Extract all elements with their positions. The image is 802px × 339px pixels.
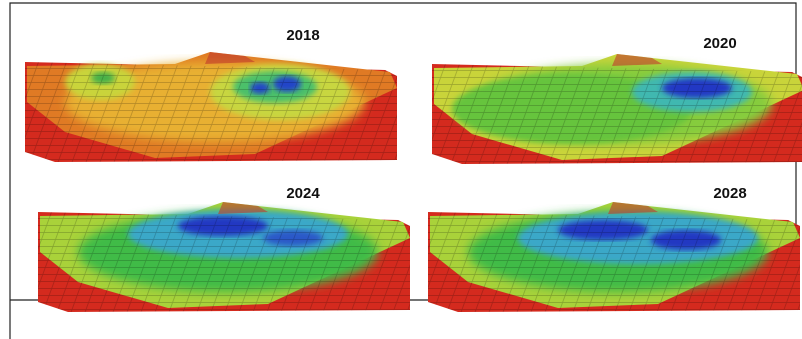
mesh bbox=[25, 62, 397, 162]
mesh bbox=[428, 212, 800, 312]
panel-label: 2020 bbox=[703, 35, 736, 52]
panel-label: 2028 bbox=[713, 185, 746, 202]
mesh bbox=[432, 64, 802, 164]
surface-panel bbox=[432, 54, 802, 164]
surface-panel bbox=[428, 202, 800, 312]
surface-panel bbox=[38, 202, 410, 312]
surface-panel bbox=[25, 52, 397, 162]
mesh bbox=[38, 212, 410, 312]
panel-label: 2024 bbox=[286, 185, 320, 202]
figure: 2018 2020 2024 2028 bbox=[0, 0, 802, 339]
panel-label: 2018 bbox=[286, 27, 319, 44]
